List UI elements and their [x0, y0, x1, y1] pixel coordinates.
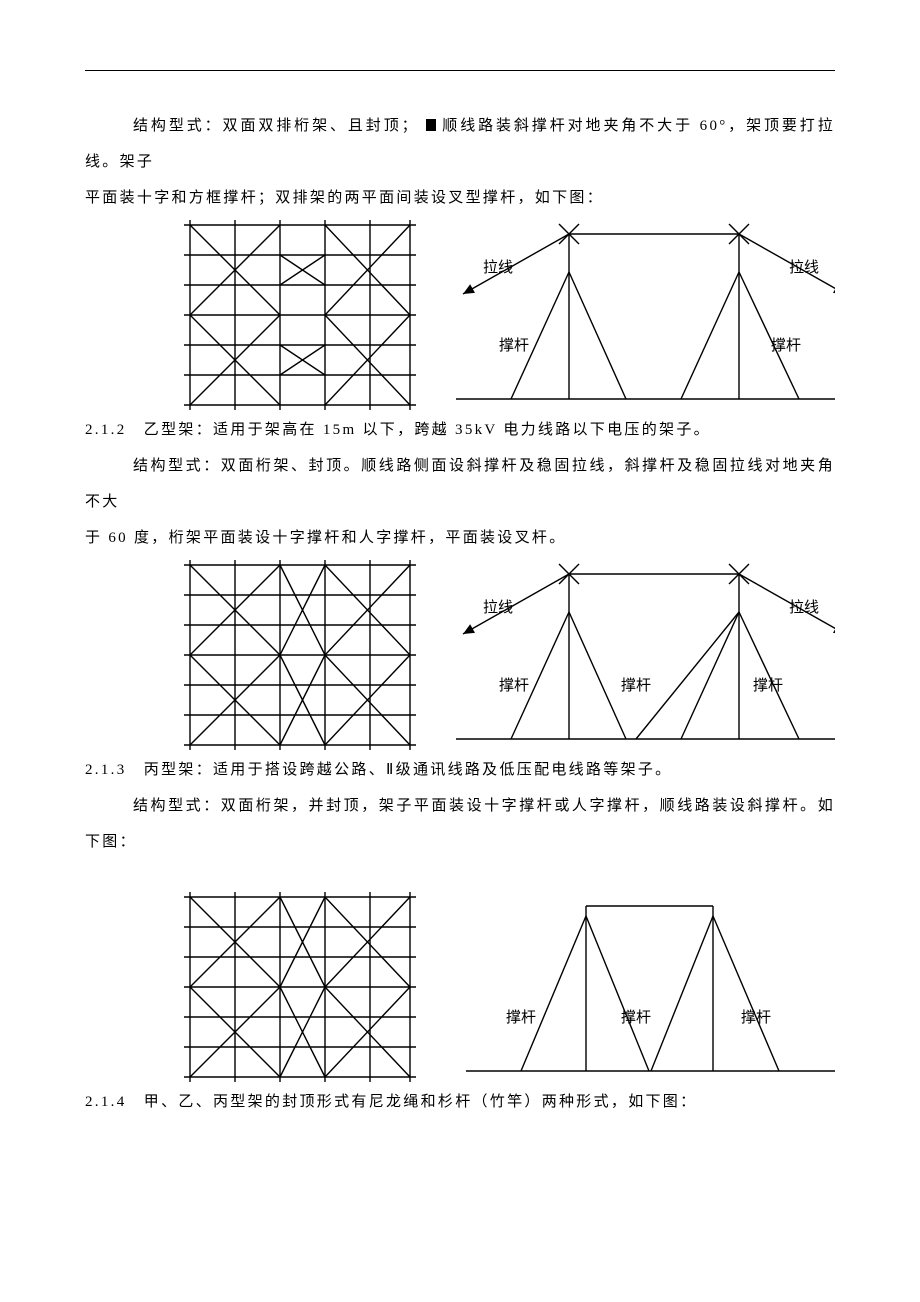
figure-3: 撑杆 撑杆 撑杆	[85, 892, 835, 1082]
section-2-1-3: 2.1.3 丙型架：适用于搭设跨越公路、Ⅱ级通讯线路及低压配电线路等架子。	[85, 752, 835, 788]
svg-text:拉线: 拉线	[483, 259, 513, 276]
black-marker	[426, 119, 436, 131]
figure-2-left	[170, 560, 416, 750]
para-4: 于 60 度，桁架平面装设十字撑杆和人字撑杆，平面装设叉杆。	[85, 520, 835, 556]
svg-text:撑杆: 撑杆	[506, 1009, 536, 1026]
svg-text:撑杆: 撑杆	[499, 677, 529, 694]
svg-text:拉线: 拉线	[789, 259, 819, 276]
svg-text:撑杆: 撑杆	[741, 1009, 771, 1026]
para-1: 结构型式：双面双排桁架、且封顶； 顺线路装斜撑杆对地夹角不大于 60°，架顶要打…	[85, 108, 835, 180]
figure-2-right: 拉线 拉线撑杆 撑杆 撑杆	[451, 562, 835, 750]
figure-3-right: 撑杆 撑杆 撑杆	[461, 894, 835, 1082]
para-1a: 结构型式：双面双排桁架、且封顶；	[133, 118, 419, 134]
svg-text:撑杆: 撑杆	[771, 337, 801, 354]
figure-1-right: 拉线 拉线撑杆 撑杆	[451, 222, 835, 410]
figure-3-left	[170, 892, 426, 1082]
para-5: 结构型式：双面桁架，并封顶，架子平面装设十字撑杆或人字撑杆，顺线路装设斜撑杆。如…	[85, 788, 835, 860]
section-2-1-2: 2.1.2 乙型架：适用于架高在 15m 以下，跨越 35kV 电力线路以下电压…	[85, 412, 835, 448]
figure-1: 拉线 拉线撑杆 撑杆	[85, 220, 835, 410]
svg-text:撑杆: 撑杆	[621, 1009, 651, 1026]
svg-text:撑杆: 撑杆	[499, 337, 529, 354]
figure-2: 拉线 拉线撑杆 撑杆 撑杆	[85, 560, 835, 750]
para-3: 结构型式：双面桁架、封顶。顺线路侧面设斜撑杆及稳固拉线，斜撑杆及稳固拉线对地夹角…	[85, 448, 835, 520]
svg-text:拉线: 拉线	[789, 599, 819, 616]
figure-1-left	[170, 220, 416, 410]
svg-text:拉线: 拉线	[483, 599, 513, 616]
svg-text:撑杆: 撑杆	[621, 677, 651, 694]
svg-text:撑杆: 撑杆	[753, 677, 783, 694]
para-2: 平面装十字和方框撑杆；双排架的两平面间装设叉型撑杆，如下图：	[85, 180, 835, 216]
section-2-1-4: 2.1.4 甲、乙、丙型架的封顶形式有尼龙绳和杉杆（竹竿）两种形式，如下图：	[85, 1084, 835, 1120]
page-content: 结构型式：双面双排桁架、且封顶； 顺线路装斜撑杆对地夹角不大于 60°，架顶要打…	[85, 108, 835, 1120]
